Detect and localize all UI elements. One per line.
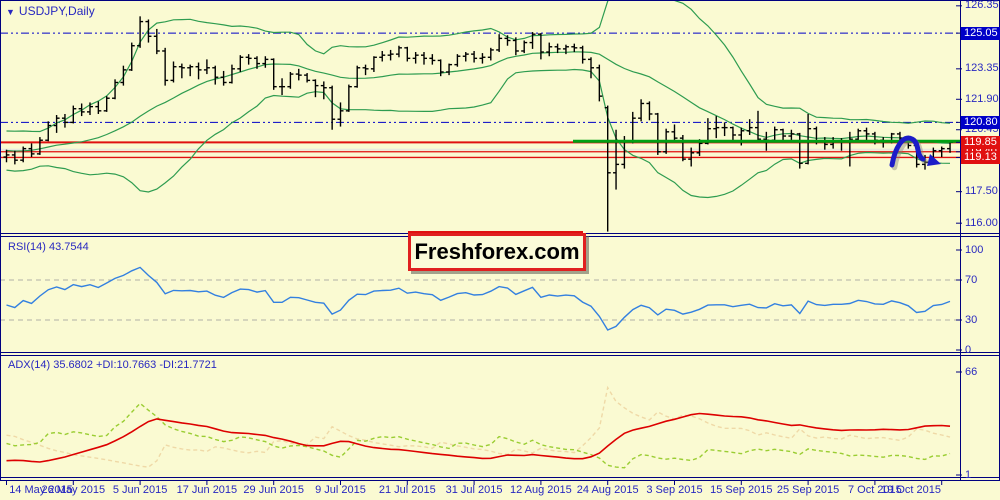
rsi-pane-series xyxy=(0,266,960,331)
window-border-top xyxy=(0,0,1000,1)
pane-separator-adx-dates-inner[interactable] xyxy=(0,480,1000,481)
bollinger-lower-band xyxy=(6,68,951,199)
date-tick-label: 14 May 2015 xyxy=(9,484,73,496)
adx-indicator-label: ADX(14) 35.6802 +DI:10.7663 -DI:21.7721 xyxy=(8,359,217,371)
adx-tick-label: 66 xyxy=(965,365,978,378)
plus-di-line xyxy=(6,402,951,469)
date-tick-label: 17 Jun 2015 xyxy=(176,484,238,496)
date-tick-label: 31 Jul 2015 xyxy=(445,484,503,496)
price-tick-label: 126.35 xyxy=(965,0,999,12)
date-tick-label: 29 Jun 2015 xyxy=(243,484,304,496)
window-border-left xyxy=(0,0,1,481)
rsi-tick-label: 30 xyxy=(965,313,978,326)
price-tick-label: 123.35 xyxy=(965,62,999,75)
price-tick-label: 116.00 xyxy=(965,216,998,229)
price-level-badge: 125.05 xyxy=(961,26,1000,40)
date-tick-label: 7 Oct 2015 xyxy=(847,484,902,496)
arrow-head xyxy=(927,154,941,166)
symbol-title: ▼ USDJPY,Daily xyxy=(6,4,95,18)
ohlc-bars xyxy=(3,16,954,232)
date-tick-label: 12 Aug 2015 xyxy=(509,484,572,496)
date-axis[interactable]: 14 May 2015 26 May 2015 5 Jun 2015 17 Jun 2… xyxy=(0,484,960,500)
rsi-tick-label: 0 xyxy=(965,343,972,356)
price-tick-label: 117.50 xyxy=(965,185,998,198)
price-axis[interactable]: 126.35 125.05 123.35 121.90 120.80 120.45 119.… xyxy=(961,0,1000,481)
date-tick-label: 26 May 2015 xyxy=(41,484,106,496)
price-tick-label: 121.90 xyxy=(965,92,999,105)
rsi-tick-label: 70 xyxy=(965,273,978,286)
date-tick-label: 3 Sep 2015 xyxy=(646,484,703,496)
dropdown-arrow-icon[interactable]: ▼ xyxy=(6,7,15,17)
pane-separator-rsi-adx-inner[interactable] xyxy=(0,355,1000,356)
date-tick-label: 24 Aug 2015 xyxy=(576,484,639,496)
date-tick-label: 5 Jun 2015 xyxy=(112,484,168,496)
rsi-indicator-label: RSI(14) 43.7544 xyxy=(8,241,89,253)
price-level-badge: 120.80 xyxy=(961,115,1000,129)
broker-watermark: Freshforex.com xyxy=(408,233,586,271)
axis-ticks xyxy=(6,5,962,485)
date-tick-label: 19 Oct 2015 xyxy=(881,484,941,496)
adx-line xyxy=(6,412,951,463)
trend-arrow-annotation[interactable] xyxy=(889,135,941,171)
rsi-line xyxy=(6,266,951,331)
main-pane-series xyxy=(0,1,960,233)
arrow-curve xyxy=(889,135,926,168)
bollinger-upper-band xyxy=(6,1,951,133)
pane-separator-rsi-adx[interactable] xyxy=(0,352,1000,353)
price-level-badge: 119.85 xyxy=(961,135,1000,149)
pane-separator-adx-dates[interactable] xyxy=(0,477,1000,478)
minus-di-line xyxy=(6,385,951,468)
date-tick-label: 21 Jul 2015 xyxy=(378,484,436,496)
price-axis-border xyxy=(960,0,961,481)
rsi-tick-label: 100 xyxy=(965,243,984,256)
adx-tick-label: 1 xyxy=(965,468,972,481)
date-tick-label: 25 Sep 2015 xyxy=(776,484,840,496)
price-level-badge: 119.13 xyxy=(961,151,1000,164)
date-tick-label: 15 Sep 2015 xyxy=(710,484,773,496)
adx-pane-series xyxy=(6,385,951,469)
date-tick-label: 9 Jul 2015 xyxy=(315,484,366,496)
symbol-title-label: USDJPY,Daily xyxy=(18,4,95,18)
